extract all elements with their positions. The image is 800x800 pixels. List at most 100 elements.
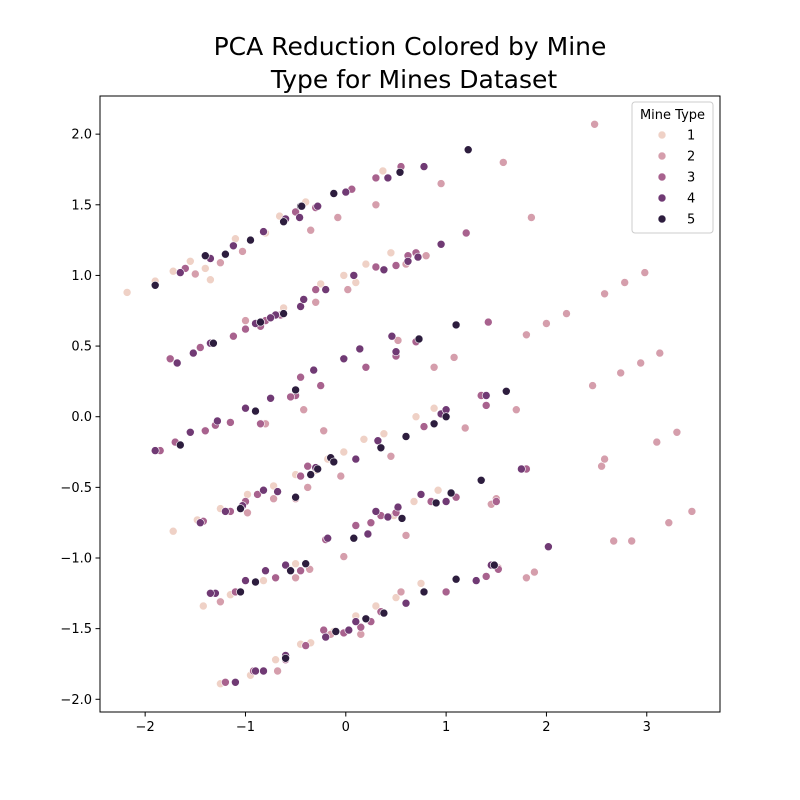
point-type-3-6 — [461, 228, 471, 238]
point-type-5-20 — [329, 457, 339, 467]
point-type-4-27 — [241, 403, 250, 413]
point-type-4-2 — [229, 241, 238, 251]
legend-label-5: 5 — [687, 213, 695, 228]
point-type-3-20 — [226, 418, 235, 427]
point-type-2-31 — [319, 426, 329, 436]
point-type-5-30 — [236, 504, 245, 513]
point-type-5-9 — [297, 201, 307, 211]
point-type-5-21 — [376, 443, 386, 453]
point-type-5-1 — [201, 251, 210, 260]
point-type-2-7 — [498, 158, 508, 167]
point-type-4-67 — [231, 677, 240, 687]
point-type-1-24 — [359, 434, 369, 444]
point-type-4-52 — [241, 576, 250, 585]
chart-title-line-2: Type for Mines Dataset — [270, 65, 558, 94]
point-type-4-32 — [387, 331, 397, 341]
point-type-3-24 — [316, 381, 326, 390]
point-type-4-37 — [373, 436, 383, 446]
point-type-2-14 — [421, 251, 431, 260]
x-tick-label: −1 — [236, 720, 255, 735]
point-type-2-32 — [336, 471, 346, 481]
point-type-2-6 — [436, 179, 446, 188]
point-type-1-12 — [316, 279, 326, 289]
point-type-2-61 — [273, 666, 282, 676]
point-type-4-25 — [186, 427, 195, 437]
point-type-3-37 — [303, 461, 313, 471]
point-type-2-21 — [600, 289, 609, 299]
point-type-3-53 — [351, 521, 361, 530]
point-type-2-5 — [371, 200, 381, 210]
point-type-5-14 — [451, 320, 461, 330]
point-type-1-3 — [186, 256, 195, 266]
point-type-4-8 — [419, 162, 429, 171]
point-type-1-29 — [409, 497, 419, 506]
point-type-1-25 — [379, 429, 389, 439]
point-type-2-33 — [386, 451, 396, 461]
point-type-5-29 — [313, 464, 323, 474]
point-type-3-16 — [229, 331, 238, 341]
point-type-4-34 — [481, 391, 491, 400]
point-type-3-50 — [271, 573, 280, 583]
point-type-4-58 — [351, 617, 361, 626]
point-type-5-13 — [414, 334, 424, 344]
legend-label-3: 3 — [687, 171, 695, 186]
point-type-4-6 — [341, 187, 351, 197]
point-type-1-47 — [206, 275, 215, 285]
point-type-5-42 — [281, 653, 290, 663]
point-type-3-14 — [165, 354, 175, 364]
point-type-4-65 — [259, 666, 268, 676]
point-type-4-23 — [266, 313, 275, 323]
point-type-4-19 — [379, 265, 389, 275]
point-type-5-27 — [476, 475, 486, 485]
point-type-2-55 — [396, 587, 406, 597]
point-type-1-27 — [429, 403, 439, 413]
point-type-3-30 — [481, 401, 491, 410]
point-type-1-37 — [371, 601, 381, 611]
point-type-5-16 — [251, 406, 260, 416]
point-type-4-43 — [196, 518, 205, 528]
point-type-1-23 — [339, 447, 349, 457]
point-type-5-10 — [209, 338, 218, 348]
point-type-5-24 — [441, 412, 451, 422]
legend-marker-2 — [657, 151, 667, 161]
point-type-4-59 — [401, 598, 411, 608]
point-type-1-19 — [243, 490, 252, 499]
point-type-5-4 — [279, 217, 288, 226]
point-type-2-53 — [216, 597, 225, 607]
point-type-4-28 — [266, 393, 275, 403]
point-type-5-41 — [331, 627, 341, 636]
point-type-3-9 — [311, 285, 321, 294]
point-type-2-2 — [238, 247, 247, 256]
point-type-1-15 — [386, 248, 396, 258]
point-type-4-20 — [403, 256, 413, 266]
point-type-5-37 — [236, 587, 245, 597]
point-type-1-14 — [361, 259, 371, 269]
point-type-1-38 — [391, 593, 401, 602]
point-type-4-50 — [383, 512, 393, 522]
point-type-3-45 — [253, 490, 262, 499]
point-type-4-33 — [391, 347, 401, 357]
point-type-2-12 — [343, 285, 353, 294]
point-type-5-6 — [329, 189, 339, 198]
y-tick-label: 2.0 — [71, 128, 92, 143]
point-type-4-30 — [339, 354, 349, 364]
point-type-2-57 — [530, 567, 539, 577]
point-type-3-61 — [481, 572, 491, 581]
point-type-4-53 — [261, 566, 270, 576]
point-type-4-56 — [206, 588, 215, 598]
point-type-3-10 — [371, 262, 381, 272]
point-type-4-54 — [281, 560, 290, 570]
point-type-2-29 — [655, 348, 665, 358]
point-type-2-3 — [306, 225, 316, 235]
point-type-1-26 — [411, 412, 421, 422]
point-type-4-42 — [221, 507, 230, 516]
point-type-2-43 — [600, 454, 609, 464]
point-type-4-55 — [363, 529, 373, 539]
point-type-2-39 — [243, 508, 252, 518]
y-tick-label: 1.5 — [71, 198, 92, 213]
point-type-2-49 — [627, 536, 637, 546]
point-type-5-7 — [395, 168, 405, 177]
legend-marker-3 — [657, 172, 667, 182]
point-type-1-5 — [231, 234, 240, 243]
